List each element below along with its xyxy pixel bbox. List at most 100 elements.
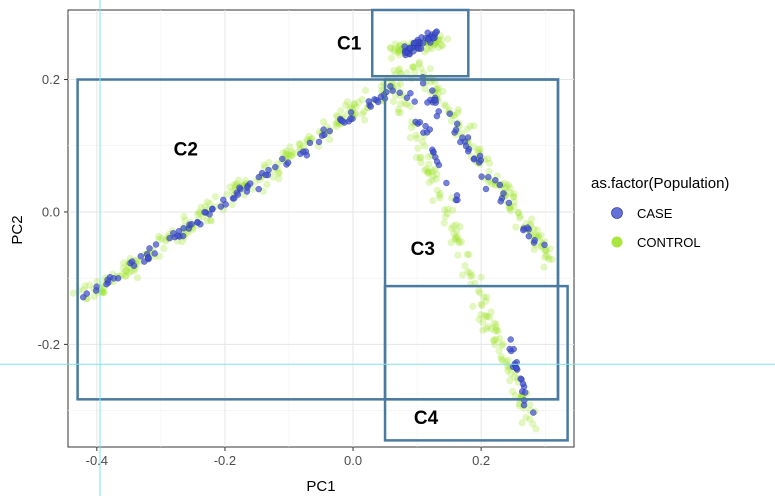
control-point bbox=[453, 233, 461, 241]
control-point bbox=[514, 209, 523, 217]
control-point bbox=[495, 347, 503, 355]
control-point bbox=[498, 341, 506, 349]
control-point bbox=[491, 341, 499, 349]
control-point bbox=[447, 117, 455, 125]
case-point bbox=[432, 96, 439, 104]
control-point bbox=[395, 47, 403, 55]
control-point bbox=[544, 253, 552, 261]
control-point bbox=[470, 122, 478, 130]
control-point bbox=[343, 98, 351, 106]
case-point bbox=[492, 176, 499, 184]
control-point bbox=[474, 146, 482, 154]
control-point bbox=[410, 63, 418, 71]
case-point bbox=[306, 139, 314, 147]
control-point bbox=[475, 315, 483, 324]
legend-case-marker bbox=[611, 207, 623, 219]
control-point bbox=[528, 215, 536, 223]
case-point bbox=[236, 184, 243, 191]
control-point bbox=[279, 149, 287, 157]
case-point bbox=[452, 126, 460, 134]
control-point bbox=[477, 300, 485, 308]
control-point bbox=[158, 234, 166, 242]
case-point bbox=[145, 254, 152, 262]
control-point bbox=[395, 51, 403, 59]
control-point bbox=[466, 269, 474, 277]
control-point bbox=[286, 143, 294, 151]
case-point bbox=[320, 126, 327, 133]
control-point bbox=[181, 217, 189, 225]
control-point bbox=[444, 205, 452, 213]
control-point bbox=[479, 318, 487, 326]
x-tick-label: -0.2 bbox=[214, 453, 236, 468]
case-point bbox=[279, 155, 286, 163]
control-point bbox=[155, 232, 163, 241]
control-point bbox=[295, 140, 304, 148]
control-point bbox=[483, 312, 491, 320]
case-point bbox=[326, 127, 333, 135]
case-point bbox=[497, 198, 504, 205]
cluster-box-c3 bbox=[383, 78, 560, 401]
control-point bbox=[396, 42, 404, 50]
y-tick-label: 0.0 bbox=[42, 204, 60, 219]
control-point bbox=[436, 190, 444, 198]
control-point bbox=[206, 200, 214, 208]
control-point bbox=[387, 54, 395, 62]
control-point bbox=[282, 150, 290, 158]
control-point bbox=[424, 169, 432, 178]
case-point bbox=[531, 236, 538, 244]
control-point bbox=[394, 44, 402, 52]
control-point bbox=[425, 178, 433, 186]
control-point bbox=[492, 320, 500, 329]
control-point bbox=[438, 42, 446, 50]
control-point bbox=[429, 172, 437, 180]
control-point bbox=[358, 110, 366, 118]
case-point bbox=[521, 389, 529, 396]
control-point bbox=[207, 216, 215, 224]
case-point bbox=[524, 224, 531, 231]
control-point bbox=[443, 209, 451, 217]
control-point bbox=[438, 41, 446, 49]
control-point bbox=[532, 425, 540, 433]
control-point bbox=[499, 340, 507, 348]
case-point bbox=[209, 205, 216, 213]
control-point bbox=[454, 109, 462, 117]
control-point bbox=[507, 370, 515, 378]
control-point bbox=[361, 86, 369, 94]
control-point bbox=[427, 168, 435, 176]
control-point bbox=[452, 221, 460, 229]
control-point bbox=[545, 255, 553, 263]
control-point bbox=[449, 206, 457, 214]
y-tick-label: 0.2 bbox=[42, 72, 60, 87]
control-point bbox=[507, 207, 515, 215]
control-point bbox=[455, 239, 463, 247]
control-point bbox=[479, 326, 487, 334]
cluster-label-c2: C2 bbox=[174, 140, 198, 161]
control-point bbox=[516, 212, 524, 220]
control-point bbox=[390, 45, 398, 54]
control-point bbox=[406, 102, 414, 110]
control-point bbox=[408, 63, 416, 71]
control-point bbox=[506, 377, 514, 385]
control-point bbox=[506, 184, 514, 192]
control-point bbox=[499, 356, 507, 364]
control-point bbox=[510, 373, 519, 381]
control-point bbox=[466, 272, 475, 280]
control-point bbox=[484, 155, 492, 163]
control-point bbox=[537, 231, 545, 239]
control-point bbox=[509, 193, 518, 201]
control-point bbox=[275, 169, 283, 177]
case-point bbox=[435, 108, 442, 115]
control-point bbox=[530, 245, 538, 253]
grid-lines bbox=[68, 10, 574, 447]
control-point bbox=[428, 176, 436, 184]
case-point bbox=[507, 336, 514, 343]
control-point bbox=[326, 135, 334, 144]
control-point bbox=[428, 45, 436, 53]
case-point bbox=[194, 219, 201, 226]
control-point bbox=[122, 272, 130, 280]
control-point bbox=[509, 193, 518, 201]
control-point bbox=[444, 35, 452, 43]
control-point bbox=[360, 108, 368, 116]
control-point bbox=[464, 267, 472, 276]
case-point bbox=[180, 224, 187, 232]
